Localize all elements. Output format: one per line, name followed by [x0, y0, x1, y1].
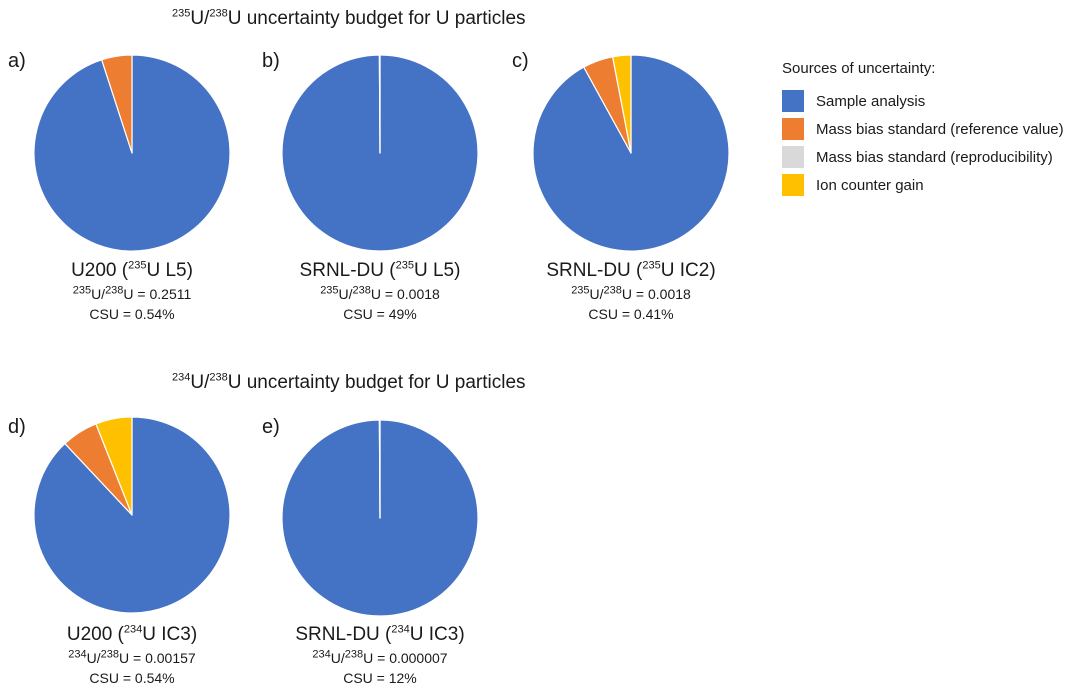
csu-value: CSU = 49% — [343, 306, 417, 322]
sample-name: U200 (235U L5) — [71, 259, 193, 281]
pie-caption: SRNL-DU (235U IC2) 235U/238U = 0.0018 CS… — [511, 258, 751, 324]
pie-chart — [281, 419, 479, 617]
isotope-ratio: 234U/238U = 0.000007 — [312, 648, 448, 666]
legend-item-mass-bias-reproducibility: Mass bias standard (reproducibility) — [782, 143, 1064, 171]
legend-title: Sources of uncertainty: — [782, 60, 936, 77]
legend-item-ion-counter-gain: Ion counter gain — [782, 171, 1064, 199]
sample-name: SRNL-DU (235U L5) — [299, 259, 461, 281]
legend-label: Ion counter gain — [816, 176, 924, 194]
sample-name: U200 (234U IC3) — [66, 623, 198, 645]
legend-swatch — [782, 146, 804, 168]
isotope-ratio: 234U/238U = 0.00157 — [68, 648, 196, 666]
slice-sample-analysis — [532, 54, 730, 252]
panel-letter: c) — [512, 50, 529, 72]
csu-value: CSU = 0.54% — [89, 306, 175, 322]
pie-chart — [33, 54, 231, 252]
pie-caption: U200 (235U L5) 235U/238U = 0.2511 CSU = … — [12, 258, 252, 324]
panel-letter: e) — [262, 416, 280, 438]
panel-letter: a) — [8, 50, 26, 72]
pie-caption: U200 (234U IC3) 234U/238U = 0.00157 CSU … — [12, 622, 252, 688]
sample-name: SRNL-DU (235U IC2) — [546, 259, 716, 281]
isotope-ratio: 235U/238U = 0.0018 — [320, 284, 440, 302]
pie-chart — [33, 416, 231, 614]
csu-value: CSU = 0.54% — [89, 670, 175, 686]
pie-chart — [281, 54, 479, 252]
legend-item-sample-analysis: Sample analysis — [782, 87, 1064, 115]
legend-swatch — [782, 118, 804, 140]
legend-swatch — [782, 90, 804, 112]
csu-value: CSU = 0.41% — [588, 306, 674, 322]
panel-letter: b) — [262, 50, 280, 72]
pie-caption: SRNL-DU (235U L5) 235U/238U = 0.0018 CSU… — [260, 258, 500, 324]
legend-swatch — [782, 174, 804, 196]
isotope-ratio: 235U/238U = 0.2511 — [72, 284, 192, 302]
legend-label: Mass bias standard (reproducibility) — [816, 148, 1053, 166]
isotope-ratio: 235U/238U = 0.0018 — [571, 284, 691, 302]
pie-caption: SRNL-DU (234U IC3) 234U/238U = 0.000007 … — [260, 622, 500, 688]
sample-name: SRNL-DU (234U IC3) — [295, 623, 465, 645]
csu-value: CSU = 12% — [343, 670, 417, 686]
slice-ion-counter-gain — [612, 54, 632, 154]
panel-letter: d) — [8, 416, 26, 438]
pie-chart — [532, 54, 730, 252]
slice-ion-counter-gain — [95, 416, 133, 516]
section-title-234: 234U/238U uncertainty budget for U parti… — [172, 371, 526, 393]
slice-mass-bias-reference — [101, 54, 133, 154]
legend-label: Sample analysis — [816, 92, 926, 110]
section-title-235: 235U/238U uncertainty budget for U parti… — [172, 7, 526, 29]
legend-label: Mass bias standard (reference value) — [816, 120, 1064, 138]
chart-legend: Sources of uncertainty: Sample analysis … — [782, 60, 1064, 199]
legend-item-mass-bias-reference: Mass bias standard (reference value) — [782, 115, 1064, 143]
